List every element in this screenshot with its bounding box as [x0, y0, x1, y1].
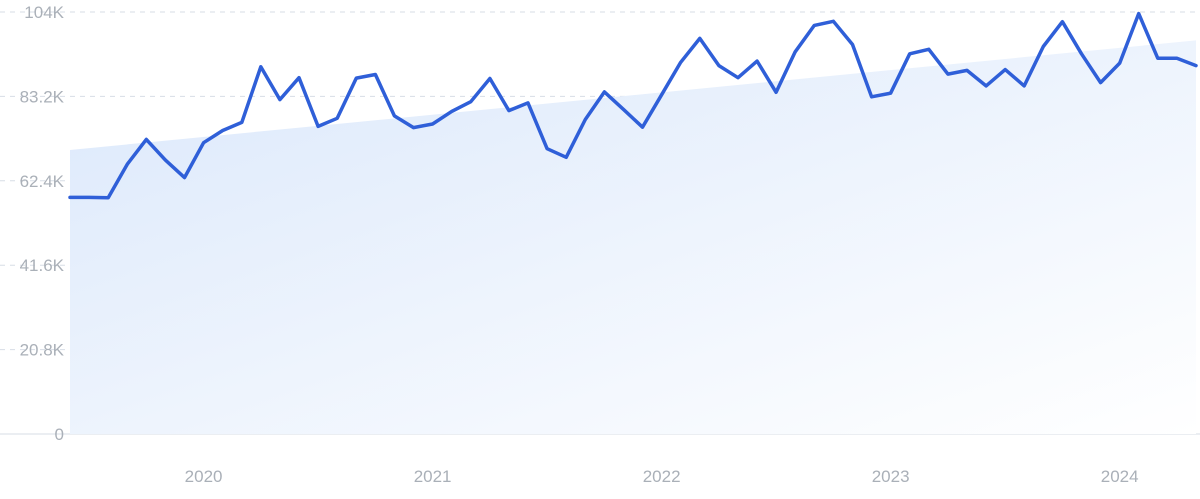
- y-tick-label: 104K: [24, 3, 64, 22]
- x-tick-label: 2021: [414, 467, 452, 486]
- trend-area-fill: [70, 40, 1196, 435]
- y-tick-label: 41.6K: [20, 256, 65, 275]
- y-tick-label: 83.2K: [20, 87, 65, 106]
- x-tick-label: 2020: [185, 467, 223, 486]
- series-layer: [68, 11, 1198, 200]
- x-tick-label: 2023: [872, 467, 910, 486]
- y-tick-label: 0: [55, 425, 64, 444]
- y-tick-label: 62.4K: [20, 172, 65, 191]
- y-tick-label: 20.8K: [20, 341, 65, 360]
- y-axis: 0 20.8K 41.6K 62.4K 83.2K 104K: [20, 3, 65, 444]
- x-tick-label: 2024: [1101, 467, 1139, 486]
- x-tick-label: 2022: [643, 467, 681, 486]
- x-axis: 2020 2021 2022 2023 2024: [185, 467, 1139, 486]
- series-line: [68, 11, 1198, 200]
- trend-area: [70, 40, 1196, 435]
